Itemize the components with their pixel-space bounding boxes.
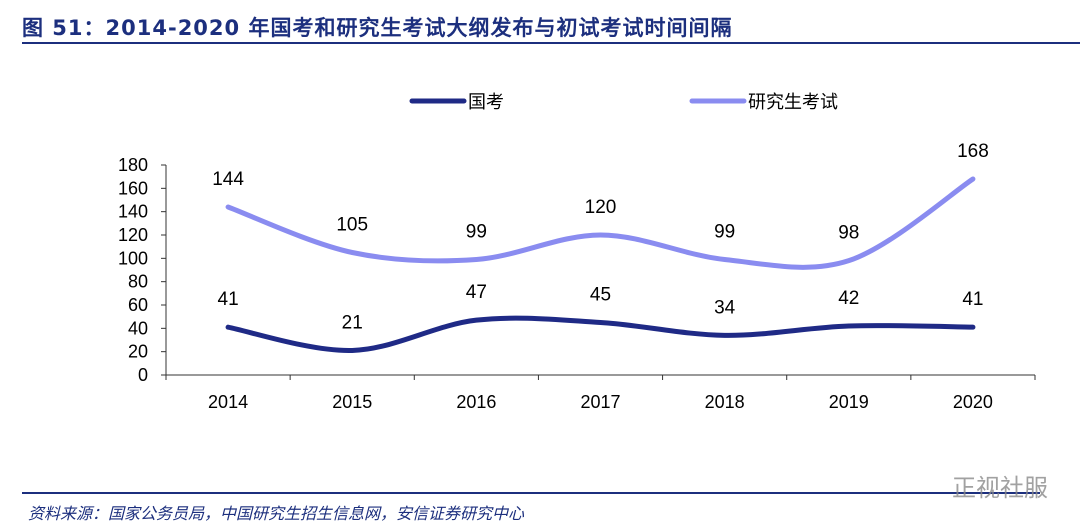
x-tick-label: 2015 bbox=[332, 392, 372, 412]
x-tick-label: 2016 bbox=[456, 392, 496, 412]
y-tick-label: 140 bbox=[118, 202, 148, 222]
footer-rule bbox=[22, 492, 1040, 494]
data-label: 34 bbox=[714, 297, 736, 318]
y-tick-label: 20 bbox=[128, 342, 148, 362]
x-tick-label: 2017 bbox=[580, 392, 620, 412]
legend-label: 国考 bbox=[468, 92, 504, 112]
data-label: 105 bbox=[336, 215, 368, 236]
y-tick-label: 80 bbox=[128, 272, 148, 292]
y-tick-label: 60 bbox=[128, 295, 148, 315]
x-tick-label: 2019 bbox=[829, 392, 869, 412]
data-label: 41 bbox=[962, 289, 983, 310]
y-tick-label: 160 bbox=[118, 178, 148, 198]
data-label: 168 bbox=[957, 141, 989, 162]
watermark: 正视社服 bbox=[952, 474, 1048, 502]
y-tick-label: 100 bbox=[118, 248, 148, 268]
series-line-1 bbox=[225, 176, 976, 270]
y-tick-label: 40 bbox=[128, 318, 148, 338]
data-label: 120 bbox=[585, 197, 617, 218]
data-label: 42 bbox=[838, 288, 859, 309]
legend-label: 研究生考试 bbox=[748, 92, 838, 112]
data-label: 21 bbox=[342, 313, 363, 334]
data-label: 99 bbox=[714, 222, 735, 243]
data-label: 99 bbox=[466, 222, 487, 243]
y-tick-label: 120 bbox=[118, 225, 148, 245]
chart-title: 图 51：2014-2020 年国考和研究生考试大纲发布与初试考试时间间隔 bbox=[22, 16, 733, 40]
data-label: 45 bbox=[590, 285, 611, 306]
x-tick-label: 2014 bbox=[208, 392, 248, 412]
x-tick-label: 2018 bbox=[705, 392, 745, 412]
series-line-0 bbox=[225, 315, 976, 354]
title-rule bbox=[22, 42, 1080, 44]
data-label: 98 bbox=[838, 223, 859, 244]
data-label: 41 bbox=[218, 289, 239, 310]
data-label: 144 bbox=[212, 169, 244, 190]
x-tick-label: 2020 bbox=[953, 392, 993, 412]
data-label: 47 bbox=[466, 282, 487, 303]
source-note: 资料来源：国家公务员局，中国研究生招生信息网，安信证券研究中心 bbox=[28, 504, 525, 523]
y-tick-label: 180 bbox=[118, 155, 148, 175]
y-tick-label: 0 bbox=[138, 365, 148, 385]
